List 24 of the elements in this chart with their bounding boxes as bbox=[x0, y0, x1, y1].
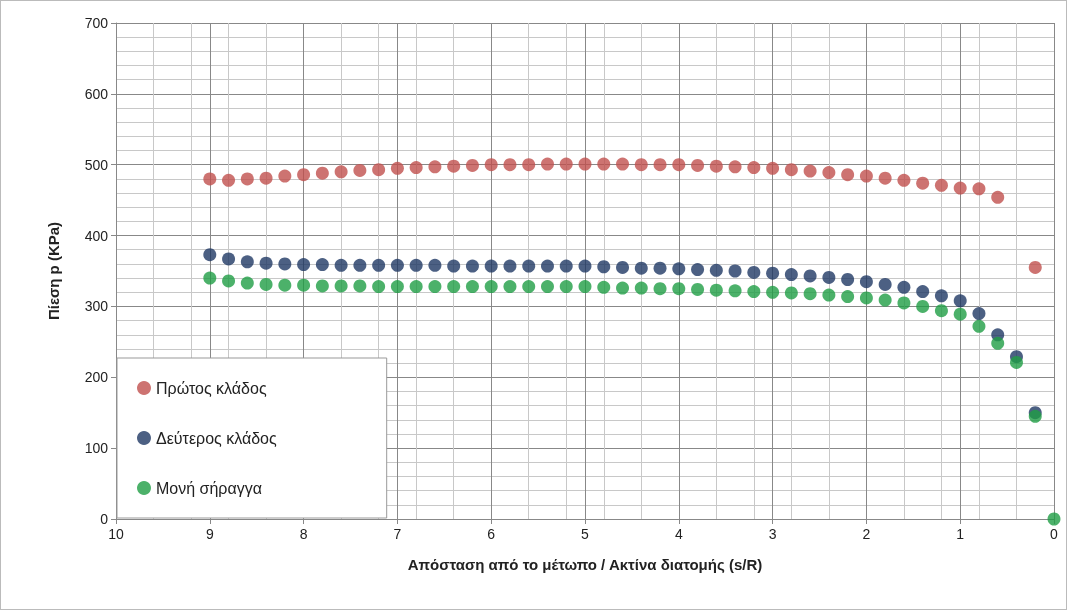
x-tick-label: 8 bbox=[299, 526, 308, 542]
x-tick-label: 0 bbox=[1050, 526, 1059, 542]
x-tick-label: 9 bbox=[205, 526, 214, 542]
y-tick-label: 0 bbox=[100, 511, 109, 527]
y-tick-label: 100 bbox=[84, 440, 109, 457]
y-tick-label: 600 bbox=[84, 85, 109, 102]
y-tick-label: 200 bbox=[84, 369, 109, 386]
x-tick-label: 5 bbox=[581, 526, 590, 542]
y-tick-label: 500 bbox=[84, 156, 109, 173]
x-tick-label: 1 bbox=[956, 526, 965, 542]
x-tick-label: 3 bbox=[768, 526, 777, 542]
x-tick-label: 10 bbox=[108, 526, 124, 542]
x-tick-label: 2 bbox=[862, 526, 871, 542]
x-tick-label: 6 bbox=[487, 526, 496, 542]
y-axis-title: Πίεση p (KPa) bbox=[45, 221, 62, 321]
x-axis-title: Απόσταση από το μέτωπο / Ακτίνα διατομής (s/R) bbox=[407, 556, 763, 573]
legend-label: Δεύτερος κλάδος bbox=[156, 429, 277, 447]
y-tick-label: 300 bbox=[84, 298, 109, 315]
x-tick-label: 7 bbox=[393, 526, 402, 542]
y-tick-label: 700 bbox=[84, 15, 109, 31]
legend-label: Μονή σήραγγα bbox=[156, 479, 262, 497]
legend-label: Πρώτος κλάδος bbox=[156, 379, 267, 397]
y-tick-label: 400 bbox=[84, 227, 109, 244]
x-tick-label: 4 bbox=[674, 526, 683, 542]
